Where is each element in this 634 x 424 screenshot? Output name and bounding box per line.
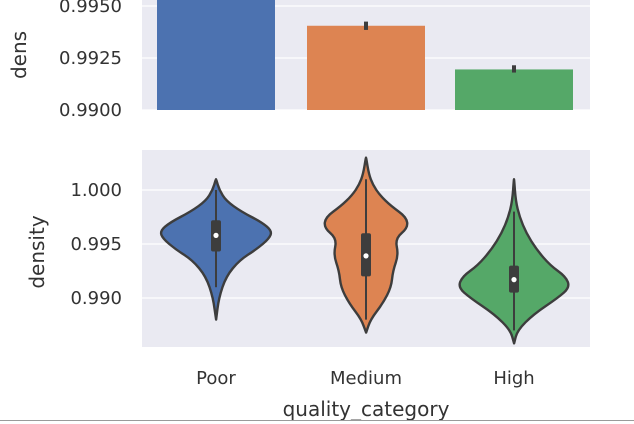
top-ytick-label: 0.9900 xyxy=(59,100,122,121)
violin-median-dot xyxy=(511,277,517,283)
bottom-ytick-label: 0.990 xyxy=(70,288,122,309)
top-ytick-label: 0.9925 xyxy=(59,48,122,69)
violin-median-dot xyxy=(363,253,369,259)
divider xyxy=(0,420,634,421)
xtick-label-poor: Poor xyxy=(196,368,236,389)
bottom-ytick-label: 1.000 xyxy=(70,180,122,201)
bottom-ytick-label: 0.995 xyxy=(70,234,122,255)
top-ytick-label: 0.9950 xyxy=(59,0,122,17)
violin-chart-panel: 0.990 0.995 1.000 Poor Medium High xyxy=(70,150,590,389)
bar-chart-panel: 0.9900 0.9925 0.9950 xyxy=(59,0,590,121)
xtick-label-medium: Medium xyxy=(330,368,402,389)
xlabel: quality_category xyxy=(283,397,450,421)
bar-poor xyxy=(157,0,275,111)
bar-high xyxy=(455,69,573,110)
xtick-label-high: High xyxy=(493,368,534,389)
bottom-ylabel: density xyxy=(25,215,49,288)
top-ylabel: dens xyxy=(7,31,31,79)
violin-median-dot xyxy=(213,232,219,238)
bar-medium xyxy=(307,25,425,110)
